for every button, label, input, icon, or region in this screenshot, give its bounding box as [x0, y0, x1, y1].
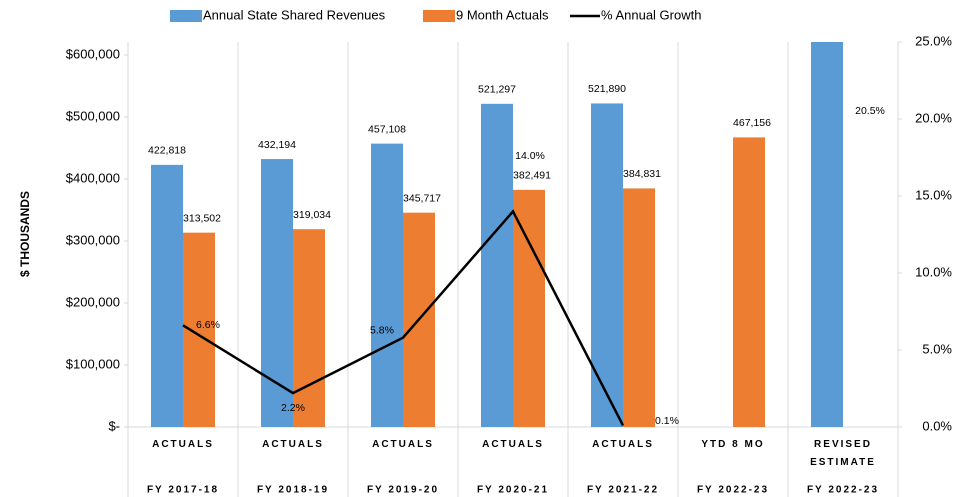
bar [811, 42, 843, 427]
y-tick-label: $100,000 [66, 356, 120, 371]
x-tick-label: ACTUALS [482, 439, 544, 450]
x-tick-label: ACTUALS [262, 439, 324, 450]
x-tick-label: REVISED ESTIMATE [810, 439, 876, 468]
y-tick-label: $600,000 [66, 46, 120, 61]
x-group-label: FY 2020-21 [477, 485, 549, 496]
bar [261, 159, 293, 427]
data-label: 384,831 [623, 168, 661, 180]
data-label: 521,297 [478, 84, 516, 96]
legend-swatch [170, 10, 202, 22]
y-tick-label: $200,000 [66, 294, 120, 309]
x-category: ACTUALS [592, 439, 654, 450]
data-label: 319,034 [293, 209, 331, 221]
x-group-label: FY 2022-23 [697, 485, 769, 496]
y2-tick-label: 15.0% [915, 187, 952, 202]
x-category: ACTUALS [262, 439, 324, 450]
bar [151, 164, 183, 427]
data-label: 345,717 [403, 192, 441, 204]
data-label: 432,194 [258, 139, 296, 151]
data-label: 14.0% [515, 150, 545, 162]
data-label: 467,156 [733, 117, 771, 129]
y-tick-label: $- [108, 418, 120, 433]
data-label: 521,890 [588, 83, 626, 95]
x-tick-label: ACTUALS [372, 439, 434, 450]
y-axis-title: $ THOUSANDS [18, 191, 32, 277]
legend-label: % Annual Growth [601, 7, 701, 22]
x-tick-label: ACTUALS [152, 439, 214, 450]
labels: 422,818 432,194 457,108 521,297 521,890 313,5… [148, 83, 771, 224]
legend-label: 9 Month Actuals [456, 7, 549, 22]
x-category: ACTUALS [372, 439, 434, 450]
y-tick-label: $400,000 [66, 170, 120, 185]
x-category: YTD 8 MO [701, 439, 765, 450]
x-group-label: FY 2021-22 [587, 485, 659, 496]
bar [513, 189, 545, 427]
legend-label: Annual State Shared Revenues [203, 7, 386, 22]
y2-tick-label: 20.0% [915, 110, 952, 125]
data-label: 0.1% [655, 415, 679, 427]
x-category: ACTUALS [152, 439, 214, 450]
x-tick-label: YTD 8 MO [701, 439, 765, 450]
y2-tick-label: 0.0% [922, 418, 952, 433]
x-tick-label: ACTUALS [592, 439, 654, 450]
data-label: 2.2% [281, 402, 305, 414]
y2-tick-label: 10.0% [915, 264, 952, 279]
data-label: 5.8% [370, 324, 394, 336]
bar [371, 143, 403, 427]
y2-tick-label: 5.0% [922, 341, 952, 356]
data-label: 422,818 [148, 145, 186, 157]
data-label: 457,108 [368, 123, 406, 135]
x-group-label: FY 2019-20 [367, 485, 439, 496]
x-category: ACTUALS [482, 439, 544, 450]
bar [733, 137, 765, 427]
y-tick-label: $300,000 [66, 232, 120, 247]
bar [623, 188, 655, 427]
data-label: 313,502 [183, 212, 221, 224]
y2-tick-label: 25.0% [915, 33, 952, 48]
x-group-label: FY 2017-18 [147, 485, 219, 496]
legend-swatch [423, 10, 455, 22]
y-tick-label: $500,000 [66, 108, 120, 123]
x-category: REVISED ESTIMATE [810, 439, 876, 468]
growth-line [182, 209, 625, 427]
bar [293, 229, 325, 427]
plot-area [151, 42, 843, 427]
bar [591, 103, 623, 427]
x-group-label: FY 2022-23 [807, 485, 879, 496]
bar [481, 103, 513, 427]
data-label: 382,491 [513, 170, 551, 182]
x-group-label: FY 2018-19 [257, 485, 329, 496]
data-label: 6.6% [196, 319, 220, 331]
data-label: 20.5% [855, 105, 885, 117]
